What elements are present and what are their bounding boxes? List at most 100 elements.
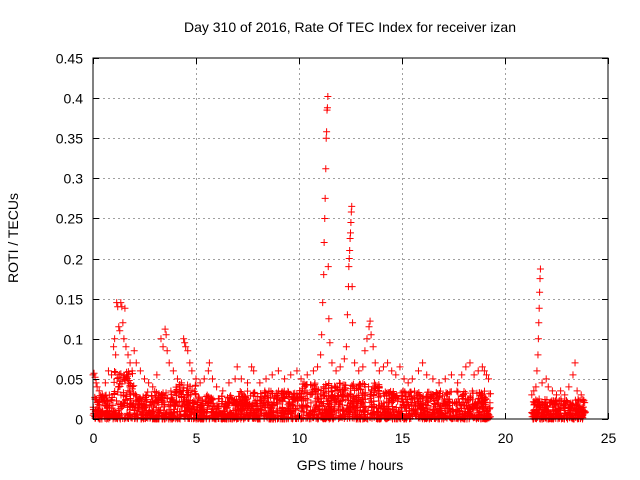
data-point	[411, 395, 419, 403]
x-tick-label: 20	[498, 430, 514, 446]
data-point	[222, 398, 230, 406]
data-point	[386, 398, 394, 406]
data-point	[349, 409, 357, 417]
data-point	[575, 397, 583, 405]
data-point	[571, 396, 579, 404]
data-point	[320, 391, 328, 399]
data-point	[533, 400, 541, 408]
data-point	[265, 388, 273, 396]
data-point	[184, 381, 192, 389]
data-point	[434, 408, 442, 416]
data-point	[530, 387, 538, 395]
data-point	[274, 409, 282, 417]
data-point	[486, 404, 494, 412]
data-point	[324, 263, 332, 271]
data-point	[191, 382, 199, 390]
data-point	[350, 414, 358, 422]
data-point	[323, 128, 331, 136]
chart-title: Day 310 of 2016, Rate Of TEC Index for r…	[184, 19, 516, 35]
data-point	[400, 375, 408, 383]
data-point	[172, 383, 180, 391]
data-point	[341, 396, 349, 404]
data-point	[275, 387, 283, 395]
data-point	[119, 319, 127, 327]
data-point	[146, 401, 154, 409]
data-point	[344, 407, 352, 415]
data-point	[571, 359, 579, 367]
data-point	[114, 388, 122, 396]
data-point	[335, 379, 343, 387]
data-point	[305, 411, 313, 419]
data-point	[536, 265, 544, 273]
data-point	[399, 398, 407, 406]
data-point	[119, 391, 127, 399]
data-point	[318, 331, 326, 339]
data-point	[535, 304, 543, 312]
data-point	[123, 372, 131, 380]
data-point	[299, 408, 307, 416]
data-point	[346, 247, 354, 255]
data-point	[208, 375, 216, 383]
data-point	[183, 387, 191, 395]
data-point	[320, 239, 328, 247]
data-point	[368, 402, 376, 410]
data-point	[409, 407, 417, 415]
data-point	[414, 367, 422, 375]
data-point	[454, 379, 462, 387]
data-point	[455, 399, 463, 407]
data-point	[473, 402, 481, 410]
data-point	[259, 401, 267, 409]
data-point	[237, 389, 245, 397]
data-point	[547, 398, 555, 406]
data-point	[447, 371, 455, 379]
data-point	[457, 404, 465, 412]
data-point	[114, 374, 122, 382]
data-point	[136, 367, 144, 375]
data-point	[132, 359, 140, 367]
data-point	[203, 391, 211, 399]
data-point	[182, 343, 190, 351]
data-point	[534, 351, 542, 359]
data-point	[472, 414, 480, 422]
data-point	[345, 263, 353, 271]
data-point	[474, 367, 482, 375]
data-point	[448, 399, 456, 407]
data-point	[130, 382, 138, 390]
data-point	[384, 409, 392, 417]
data-point	[470, 371, 478, 379]
data-point	[281, 375, 289, 383]
data-point	[366, 317, 374, 325]
data-point	[454, 395, 462, 403]
data-point	[303, 371, 311, 379]
data-point	[429, 390, 437, 398]
data-point	[188, 367, 196, 375]
data-point	[561, 391, 569, 399]
data-point	[553, 391, 560, 399]
data-point	[573, 387, 581, 395]
data-point	[310, 385, 318, 393]
data-point	[155, 395, 163, 403]
data-point	[339, 392, 347, 400]
x-tick-label: 15	[395, 430, 411, 446]
data-point	[466, 359, 474, 367]
data-point	[569, 371, 577, 379]
data-point	[128, 367, 136, 375]
data-point	[274, 367, 282, 375]
data-point	[430, 405, 438, 413]
data-point	[346, 404, 354, 412]
x-axis-label: GPS time / hours	[297, 457, 404, 473]
data-point	[255, 414, 263, 422]
data-point	[453, 406, 461, 414]
data-point	[387, 387, 395, 395]
data-point	[370, 390, 378, 398]
data-point	[175, 414, 183, 422]
data-point	[126, 359, 134, 367]
data-point	[157, 390, 165, 398]
data-point	[537, 403, 545, 411]
data-point	[118, 403, 126, 411]
data-point	[319, 299, 327, 307]
data-point	[300, 380, 308, 388]
data-point	[477, 391, 485, 399]
data-point	[349, 393, 357, 401]
data-point	[552, 414, 560, 422]
